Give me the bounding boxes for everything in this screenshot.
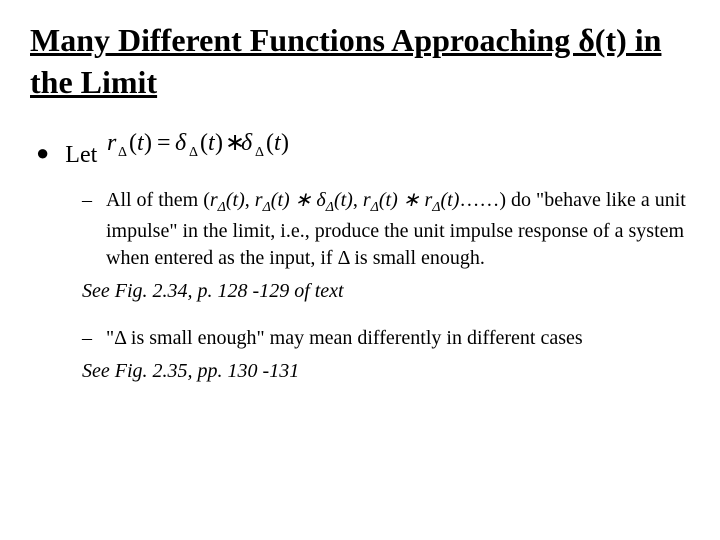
sub-bullet-1: – All of them (rΔ(t), rΔ(t) ∗ δΔ(t), rΔ(…	[82, 187, 690, 305]
sub-content-2: "Δ is small enough" may mean differently…	[106, 325, 690, 352]
svg-text:Δ: Δ	[255, 145, 264, 160]
main-formula: r Δ ( t ) = δ Δ ( t ) ∗ δ Δ ( t )	[107, 128, 327, 169]
bullet-icon: ●	[36, 142, 49, 164]
svg-text:=: =	[157, 130, 171, 156]
text-sep1: ,	[245, 189, 255, 211]
svg-text:Δ: Δ	[118, 145, 127, 160]
svg-text:δ: δ	[175, 130, 187, 156]
formula-2: rΔ(t) ∗ δΔ(t)	[255, 189, 353, 211]
svg-text:(: (	[200, 130, 208, 156]
text-pre: All of them (	[106, 189, 210, 211]
reference-1: See Fig. 2.34, p. 128 -129 of text	[82, 278, 690, 305]
svg-text:): )	[144, 130, 152, 156]
svg-text:(: (	[129, 130, 137, 156]
reference-2: See Fig. 2.35, pp. 130 -131	[82, 358, 690, 385]
main-bullet: ● Let r Δ ( t ) = δ Δ ( t ) ∗ δ Δ ( t )	[36, 128, 690, 169]
svg-text:): )	[281, 130, 289, 156]
dash-icon: –	[82, 325, 92, 352]
svg-text:r: r	[107, 130, 117, 156]
let-label: Let	[65, 142, 97, 169]
svg-text:): )	[215, 130, 223, 156]
svg-text:(: (	[266, 130, 274, 156]
text-sep2: ,	[353, 189, 363, 211]
sub-content-1: All of them (rΔ(t), rΔ(t) ∗ δΔ(t), rΔ(t)…	[106, 187, 690, 272]
dash-icon: –	[82, 187, 92, 214]
formula-3: rΔ(t) ∗ rΔ(t)	[363, 189, 460, 211]
formula-1: rΔ(t)	[210, 189, 245, 211]
sub-bullet-2: – "Δ is small enough" may mean different…	[82, 325, 690, 385]
svg-text:δ: δ	[241, 130, 253, 156]
slide-title: Many Different Functions Approaching δ(t…	[30, 20, 690, 103]
svg-text:Δ: Δ	[189, 145, 198, 160]
